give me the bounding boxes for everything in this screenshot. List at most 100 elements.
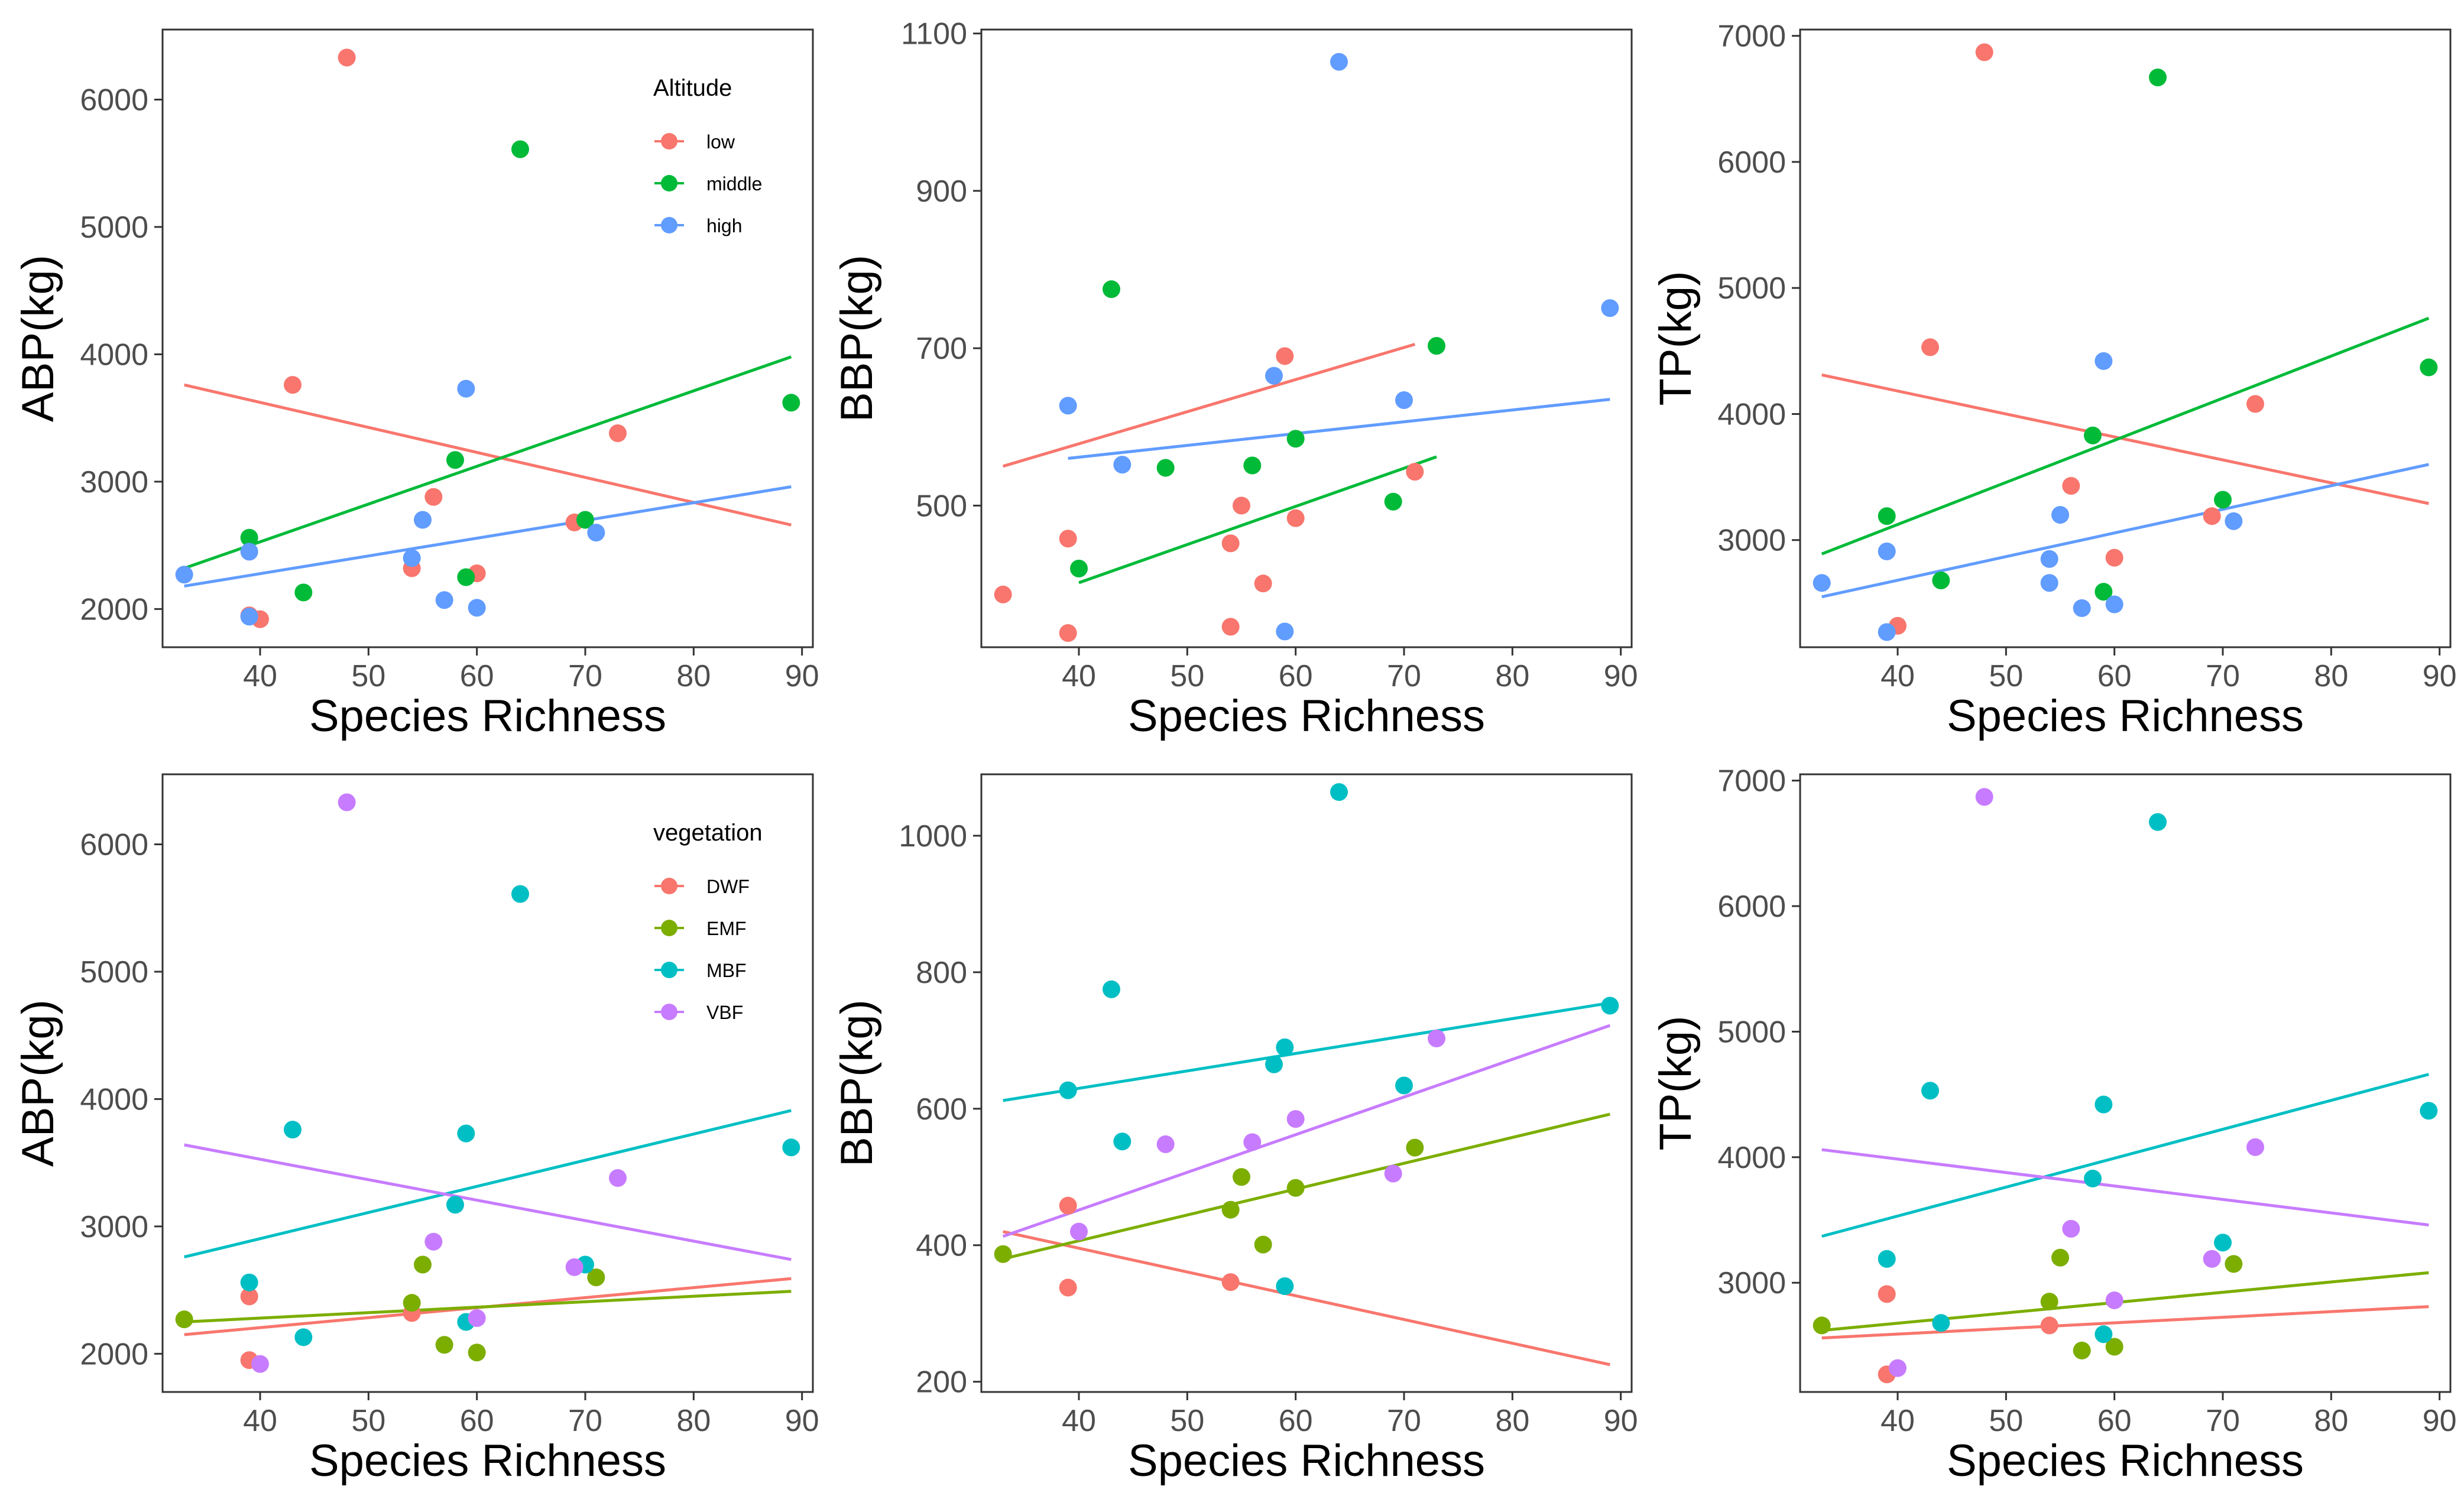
x-tick-label: 70 — [568, 1404, 602, 1438]
data-point-MBF — [1059, 1081, 1077, 1099]
data-point-middle — [1384, 492, 1402, 511]
data-point-low — [1059, 530, 1077, 548]
data-point-low — [2203, 507, 2221, 525]
data-point-middle — [2084, 426, 2102, 444]
legend-label-MBF: MBF — [706, 960, 747, 981]
data-point-low — [1254, 575, 1272, 593]
legend-label-EMF: EMF — [706, 918, 747, 939]
x-axis-title: Species Richness — [1947, 691, 2304, 741]
data-point-high — [1878, 542, 1896, 560]
x-tick-label: 90 — [785, 659, 819, 693]
data-point-MBF — [457, 1124, 475, 1143]
fit-line-high — [184, 485, 792, 588]
x-tick-label: 40 — [1062, 659, 1096, 693]
data-point-high — [403, 549, 421, 567]
data-point-EMF — [2105, 1338, 2123, 1356]
fit-line-middle — [1078, 455, 1437, 585]
data-point-EMF — [1233, 1168, 1250, 1186]
data-point-MBF — [2420, 1102, 2438, 1120]
fit-line-DWF — [1821, 1305, 2429, 1340]
data-point-DWF — [1221, 1273, 1240, 1291]
data-point-high — [587, 524, 605, 542]
legend-key-point — [661, 175, 677, 192]
data-point-DWF — [2040, 1316, 2058, 1335]
x-tick-label: 40 — [1881, 659, 1915, 693]
x-axis-title: Species Richness — [309, 1436, 666, 1486]
data-point-VBF — [1156, 1135, 1175, 1153]
data-point-MBF — [240, 1273, 258, 1291]
data-point-DWF — [1059, 1196, 1077, 1215]
x-tick-label: 70 — [568, 659, 602, 693]
data-point-EMF — [468, 1344, 486, 1362]
x-tick-label: 40 — [1881, 1404, 1915, 1438]
x-tick-label: 60 — [2097, 659, 2132, 693]
data-point-middle — [1070, 559, 1088, 577]
data-point-EMF — [1813, 1316, 1831, 1335]
x-tick-label: 40 — [243, 1404, 277, 1438]
legend-key-point — [661, 1004, 677, 1020]
fit-line-middle — [183, 355, 792, 570]
data-point-high — [240, 543, 258, 561]
data-point-high — [2040, 550, 2058, 568]
data-point-DWF — [1059, 1278, 1077, 1297]
y-tick-label: 5000 — [1717, 271, 1786, 306]
data-point-MBF — [1932, 1314, 1950, 1332]
data-point-high — [175, 566, 193, 584]
data-point-EMF — [1221, 1200, 1240, 1219]
data-point-middle — [446, 451, 464, 469]
data-point-MBF — [2149, 813, 2167, 831]
data-point-MBF — [284, 1121, 301, 1139]
fit-line-VBF — [1821, 1148, 2429, 1226]
data-point-middle — [782, 394, 800, 412]
data-point-high — [2105, 595, 2123, 614]
data-point-middle — [2149, 69, 2167, 87]
data-point-high — [468, 599, 486, 617]
data-point-DWF — [240, 1287, 258, 1306]
data-point-EMF — [175, 1310, 193, 1329]
chart-tp-vegetation: 40 50 60 70 80 90 3000 4000 5000 6000 7000 Species … — [1651, 764, 2457, 1486]
data-point-low — [1221, 534, 1240, 553]
fit-line-EMF — [184, 1290, 792, 1323]
legend-label-DWF: DWF — [706, 876, 750, 897]
fit-line-low — [184, 383, 792, 527]
x-tick-label: 90 — [1604, 659, 1638, 693]
y-tick-label: 3000 — [1717, 524, 1786, 558]
data-point-high — [1813, 574, 1831, 592]
data-point-EMF — [2225, 1255, 2243, 1273]
data-point-VBF — [2203, 1250, 2221, 1268]
x-tick-label: 70 — [2206, 659, 2240, 693]
x-tick-label: 60 — [1279, 659, 1313, 693]
legend-label-low: low — [706, 131, 735, 152]
fit-line-high — [1068, 398, 1610, 460]
x-tick-label: 80 — [1495, 659, 1529, 693]
data-point-VBF — [2246, 1138, 2264, 1156]
legend-key-point — [661, 217, 677, 233]
fit-line-EMF — [1003, 1112, 1610, 1261]
data-point-middle — [1243, 456, 1262, 475]
data-point-high — [1113, 456, 1132, 474]
y-tick-label: 3000 — [1717, 1266, 1786, 1300]
data-point-EMF — [587, 1268, 605, 1287]
chart-tp-altitude: 40 50 60 70 80 90 3000 4000 5000 6000 7000 Species … — [1651, 20, 2457, 741]
legend: Altitude low middle high — [653, 75, 762, 236]
y-tick-label: 1000 — [899, 819, 967, 854]
x-tick-label: 60 — [460, 659, 494, 693]
data-point-high — [1276, 622, 1294, 641]
data-point-high — [1059, 397, 1077, 415]
y-tick-label: 6000 — [80, 828, 148, 862]
data-point-MBF — [1330, 783, 1348, 801]
data-point-high — [435, 591, 453, 609]
y-tick-label: 500 — [916, 489, 967, 523]
fit-line-MBF — [1003, 1001, 1610, 1102]
y-tick-label: 700 — [916, 332, 967, 366]
data-point-low — [1406, 463, 1424, 481]
y-tick-label: 7000 — [1717, 764, 1786, 799]
x-tick-label: 40 — [1062, 1404, 1096, 1438]
data-point-high — [1265, 366, 1283, 385]
data-point-high — [2040, 574, 2058, 592]
chart-abp-altitude: 40 50 60 70 80 90 2000 3000 4000 5000 6000 Species … — [13, 28, 819, 741]
fit-line-low — [1821, 373, 2429, 505]
y-tick-label: 900 — [916, 174, 967, 209]
data-point-high — [240, 608, 258, 626]
